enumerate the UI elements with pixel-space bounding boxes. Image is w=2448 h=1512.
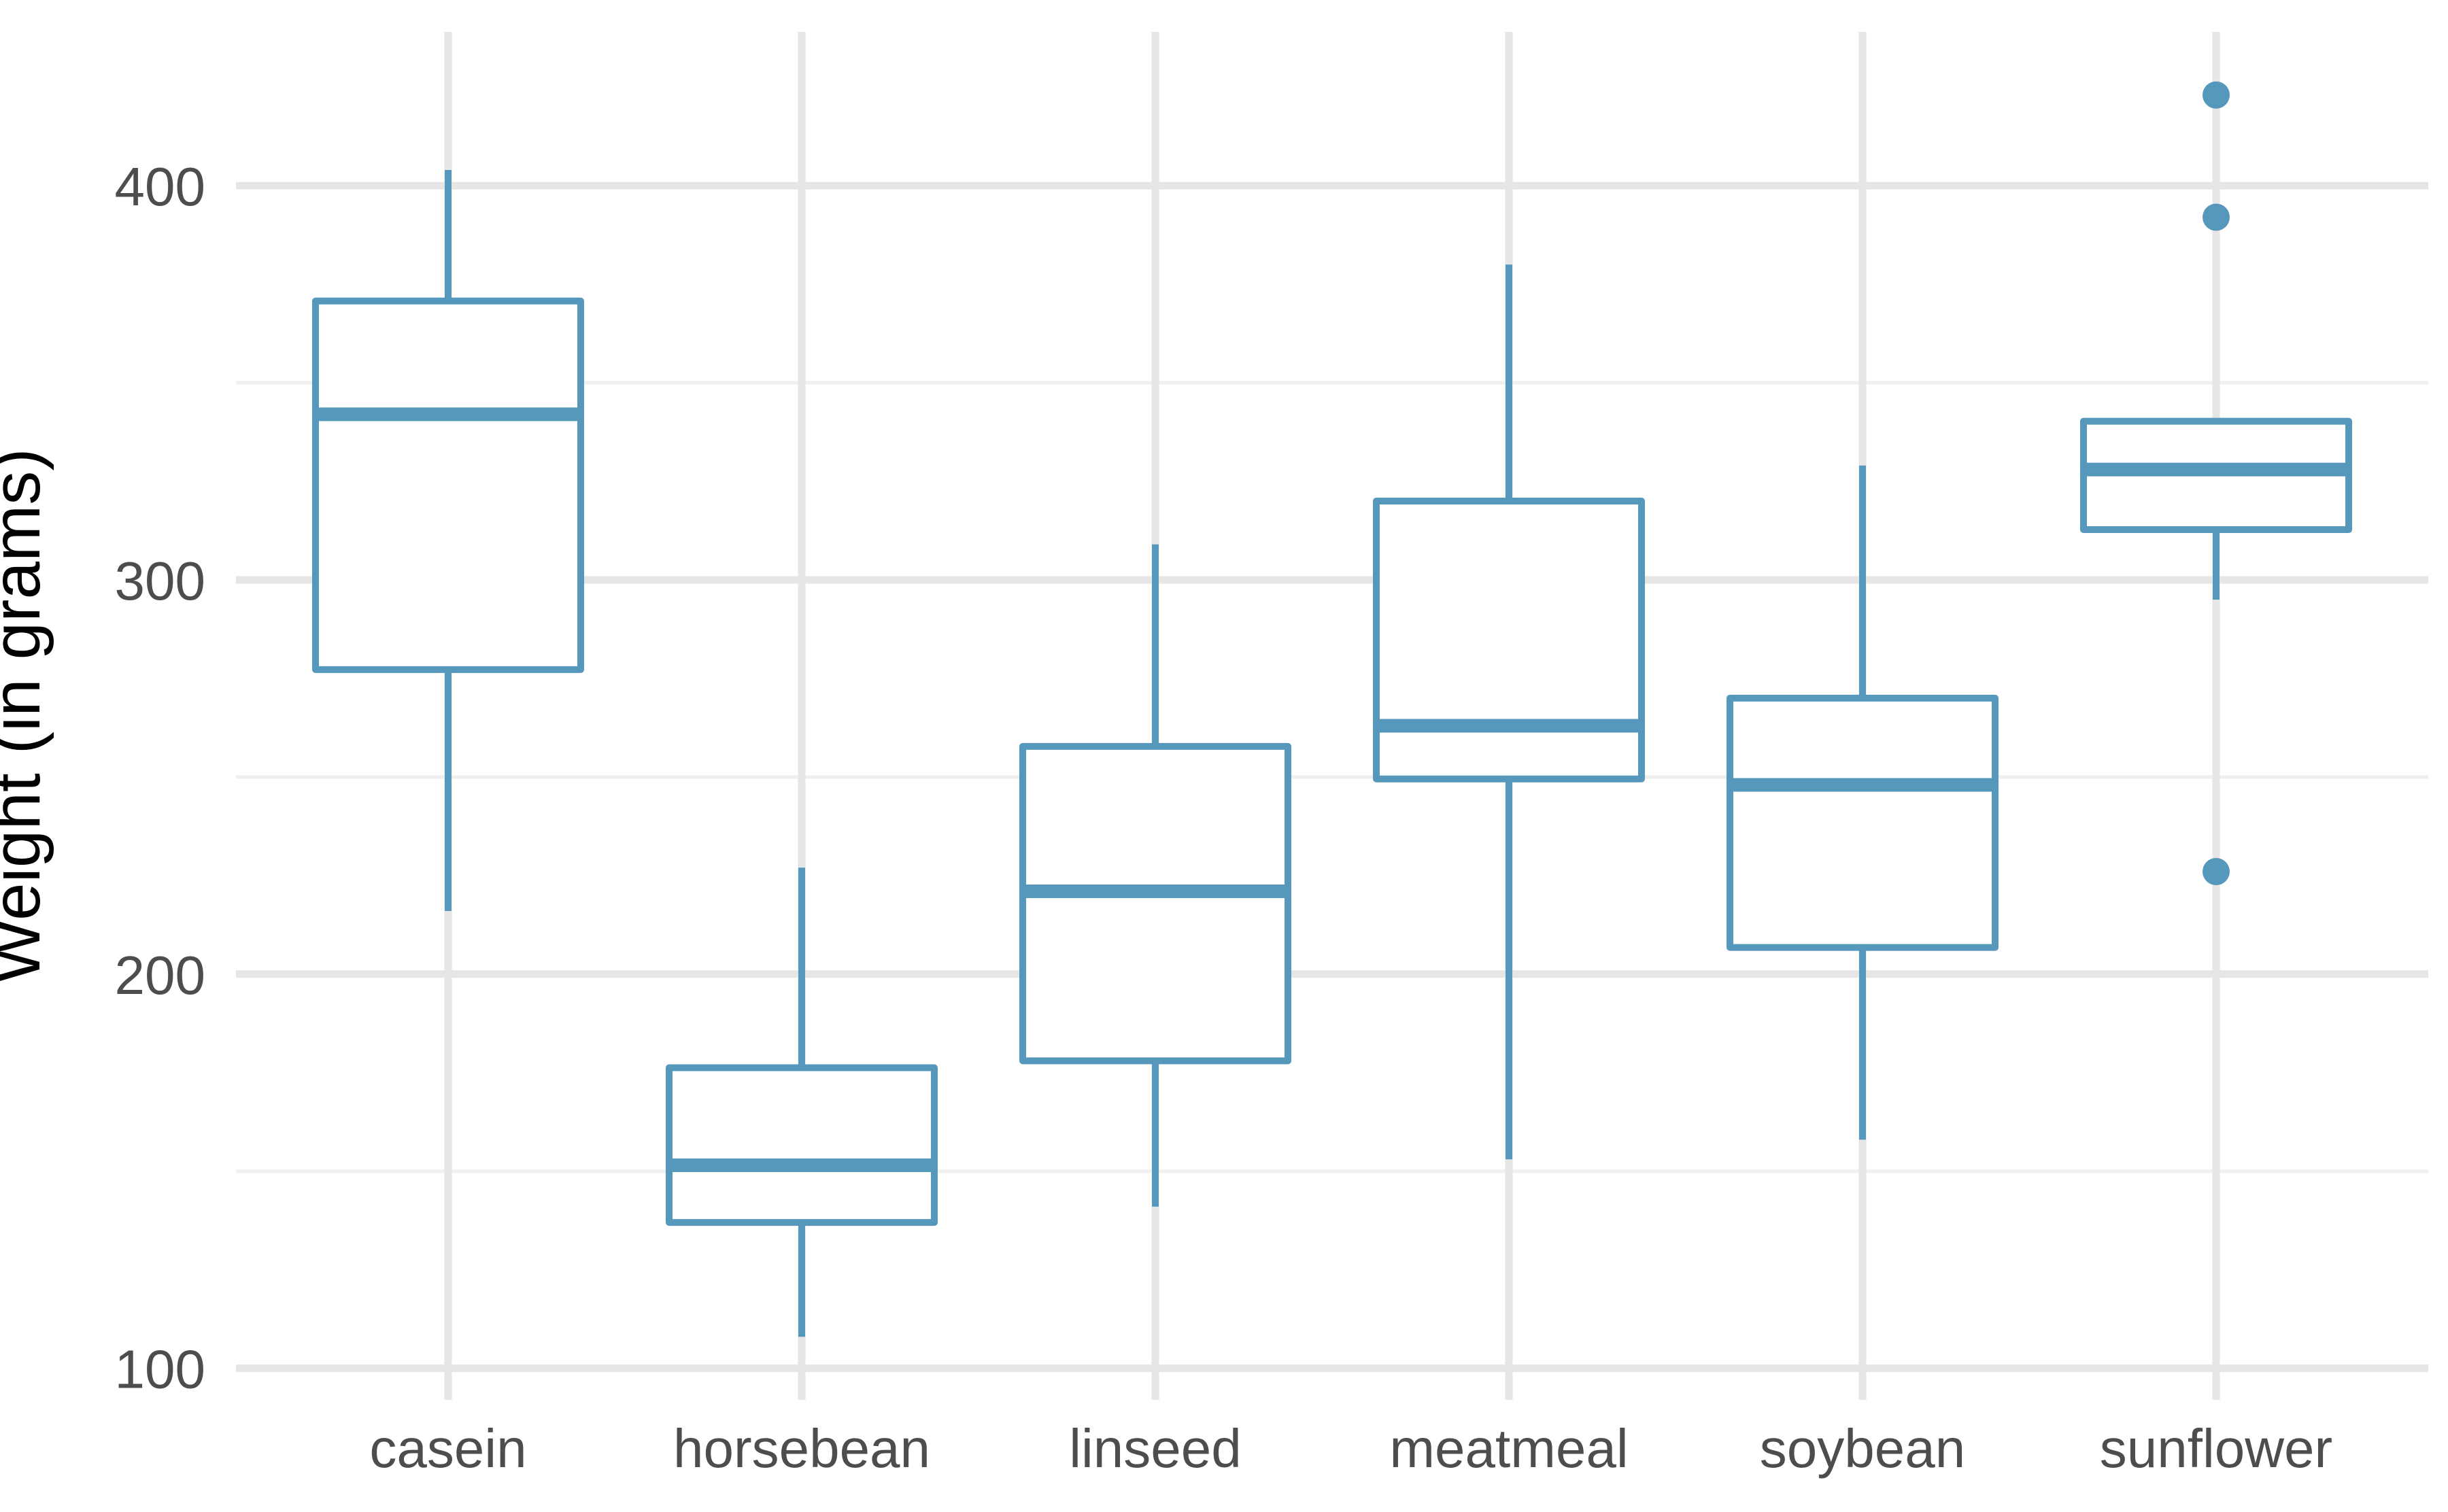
x-category-label-horsebean: horsebean <box>673 1418 930 1479</box>
boxplot-linseed <box>1019 544 1291 1207</box>
x-category-label-soybean: soybean <box>1760 1418 1965 1479</box>
outlier-dot-sunflower <box>2203 81 2230 109</box>
gridlines-major-horizontal <box>236 182 2428 1373</box>
boxplot-soybean <box>1727 465 1999 1140</box>
y-tick-label-400: 400 <box>115 156 205 217</box>
boxplot-casein <box>312 169 584 912</box>
y-tick-labels: 100 200 300 400 <box>115 156 205 1399</box>
outlier-dot-sunflower <box>2203 858 2230 886</box>
y-tick-label-300: 300 <box>115 551 205 611</box>
iqr-box-soybean <box>1727 694 1999 951</box>
outlier-dot-sunflower <box>2203 203 2230 231</box>
gridlines-minor <box>236 381 2428 1173</box>
x-category-label-sunflower: sunflower <box>2100 1418 2332 1479</box>
y-axis-title: Weight (in grams) <box>0 448 54 983</box>
iqr-box-linseed <box>1019 742 1291 1065</box>
boxplot-sunflower <box>2080 81 2352 886</box>
iqr-box-meatmeal <box>1373 497 1645 783</box>
iqr-box-casein <box>312 297 584 673</box>
iqr-box-horsebean <box>666 1064 938 1226</box>
x-category-label-meatmeal: meatmeal <box>1389 1418 1628 1479</box>
y-tick-label-200: 200 <box>115 945 205 1006</box>
y-tick-label-100: 100 <box>115 1339 205 1400</box>
boxplot-meatmeal <box>1373 264 1645 1160</box>
x-category-labels: casein horsebean linseed meatmeal soybean sun… <box>369 1418 2332 1479</box>
x-category-label-linseed: linseed <box>1069 1418 1242 1479</box>
x-category-label-casein: casein <box>369 1418 526 1479</box>
boxplots <box>312 81 2352 1337</box>
boxplot-horsebean <box>666 867 938 1337</box>
